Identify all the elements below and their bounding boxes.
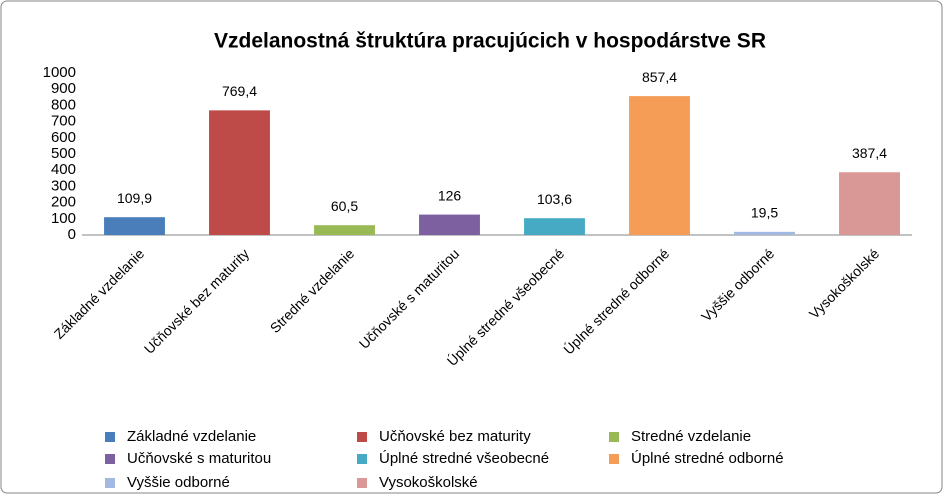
bar [734, 231, 795, 235]
legend-swatch [357, 432, 367, 442]
y-tick-label: 600 [51, 129, 76, 146]
bar [839, 172, 900, 235]
data-label: 387,4 [852, 145, 887, 161]
legend-label: Základné vzdelanie [127, 428, 256, 445]
legend-label: Vysokoškolské [379, 474, 478, 491]
data-label: 126 [438, 187, 462, 203]
y-tick-label: 800 [51, 96, 76, 113]
legend-swatch [609, 454, 619, 464]
legend-label: Úplné stredné odborné [631, 450, 784, 467]
bar [629, 96, 690, 235]
bar [524, 218, 585, 235]
legend-label: Vyššie odborné [127, 474, 230, 491]
legend-swatch [105, 432, 115, 442]
legend-swatch [105, 478, 115, 488]
data-label: 19,5 [751, 205, 778, 221]
y-tick-label: 0 [68, 226, 76, 243]
y-tick-label: 500 [51, 145, 76, 162]
bar [104, 217, 165, 235]
chart-title: Vzdelanostná štruktúra pracujúcich v hos… [214, 30, 766, 53]
y-tick-label: 400 [51, 161, 76, 178]
y-tick-label: 900 [51, 80, 76, 97]
y-tick-label: 700 [51, 113, 76, 130]
data-label: 769,4 [222, 83, 257, 99]
legend-label: Učňovské s maturitou [127, 450, 271, 467]
y-tick-label: 200 [51, 194, 76, 211]
y-tick-label: 300 [51, 177, 76, 194]
bar [314, 225, 375, 235]
legend-label: Úplné stredné všeobecné [379, 450, 549, 467]
data-label: 109,9 [117, 190, 152, 206]
data-label: 103,6 [537, 191, 572, 207]
y-tick-label: 100 [51, 210, 76, 227]
bar [209, 110, 270, 235]
legend-swatch [609, 432, 619, 442]
legend-swatch [105, 454, 115, 464]
bar [419, 214, 480, 235]
data-label: 857,4 [642, 69, 677, 85]
y-tick-label: 1000 [43, 64, 76, 81]
legend-label: Učňovské bez maturity [379, 428, 531, 445]
legend-swatch [357, 454, 367, 464]
legend-swatch [357, 478, 367, 488]
legend-label: Stredné vzdelanie [631, 428, 751, 445]
data-label: 60,5 [331, 198, 358, 214]
